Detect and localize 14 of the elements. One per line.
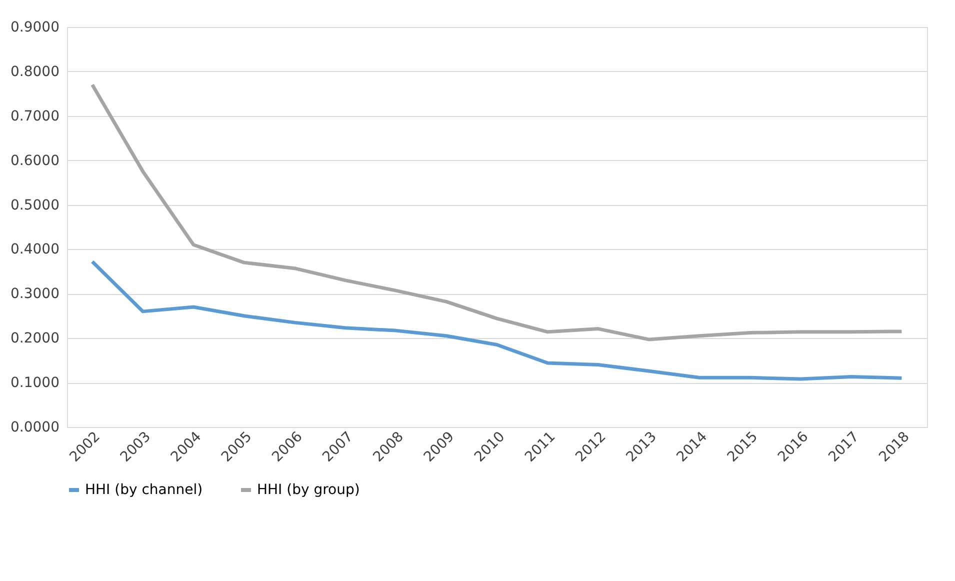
- y-tick-label: 0.6000: [10, 152, 60, 169]
- legend-label: HHI (by channel): [85, 482, 203, 498]
- y-tick-label: 0.8000: [10, 64, 60, 80]
- line-series: [90, 260, 904, 381]
- y-tick-label: 0.3000: [10, 286, 60, 302]
- y-tick-label: 0.1000: [10, 375, 60, 392]
- y-tick-label: 0.7000: [10, 108, 60, 124]
- line-series: [90, 83, 904, 342]
- y-tick-label: 0.2000: [10, 330, 60, 347]
- legend-label: HHI (by group): [257, 482, 360, 498]
- y-tick-label: 0.9000: [10, 20, 60, 36]
- y-tick-label: 0.5000: [10, 197, 60, 214]
- y-tick-label: 0.4000: [10, 242, 60, 258]
- y-tick-label: 0.0000: [10, 420, 60, 436]
